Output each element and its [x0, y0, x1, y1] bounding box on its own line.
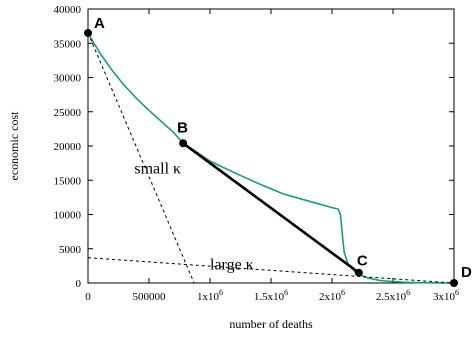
x-tick-label-base: 2x10: [319, 291, 342, 303]
point-label-d: D: [461, 264, 472, 281]
point-label-c: C: [357, 253, 368, 270]
x-tick-label-exponent: 6: [406, 288, 410, 297]
series-group: [87, 32, 455, 284]
y-tick-label: 40000: [54, 4, 82, 16]
series-line-2: [87, 32, 195, 284]
point-d: [450, 279, 458, 287]
x-tick-label: 1.5x106: [254, 288, 288, 303]
x-tick-label-exponent: 6: [284, 288, 288, 297]
x-tick-label-exponent: 6: [341, 288, 345, 297]
x-tick-label: 2x106: [319, 288, 345, 303]
point-label-a: A: [94, 15, 105, 32]
y-tick-label: 20000: [54, 141, 82, 153]
y-axis-label: economic cost: [7, 111, 21, 181]
x-tick-label: 0: [85, 291, 91, 303]
x-tick-label-base: 500000: [133, 291, 167, 303]
y-tick-label: 35000: [54, 38, 82, 50]
point-b: [179, 139, 188, 148]
y-tick-label: 25000: [54, 107, 82, 119]
y-tick-label: 0: [76, 278, 82, 290]
x-tick-label: 500000: [133, 291, 167, 303]
point-c: [354, 268, 363, 277]
plot-frame: [87, 8, 455, 284]
point-label-b: B: [177, 119, 188, 136]
x-tick-label-base: 1x10: [197, 291, 220, 303]
x-tick-label-exponent: 6: [455, 288, 459, 297]
x-tick-label-base: 2.5x10: [376, 291, 407, 303]
x-axis-label: number of deaths: [229, 317, 313, 331]
y-tick-label: 10000: [54, 210, 82, 222]
annotation-0: small κ: [134, 160, 181, 177]
points-group: A B C D: [84, 15, 472, 287]
series-line-3: [87, 257, 455, 284]
y-tick-label: 30000: [54, 73, 82, 85]
ticks: 0 5000 10000 15000 20000 25000 30000 35000 40000…: [54, 4, 460, 303]
x-tick-label: 3x106: [433, 288, 459, 303]
x-tick-label-base: 0: [85, 291, 91, 303]
series-line-0: [87, 32, 455, 284]
y-tick-label: 15000: [54, 175, 82, 187]
annotation-1: large κ: [210, 256, 254, 273]
x-tick-label: 1x106: [197, 288, 223, 303]
annotations-group: small κ large κ: [134, 160, 253, 273]
x-tick-label-base: 1.5x10: [254, 291, 285, 303]
x-tick-label-exponent: 6: [219, 288, 223, 297]
point-a: [84, 28, 92, 37]
series-line-1: [182, 142, 360, 274]
x-tick-label: 2.5x106: [376, 288, 410, 303]
x-tick-label-base: 3x10: [433, 291, 456, 303]
y-tick-label: 5000: [59, 244, 82, 256]
